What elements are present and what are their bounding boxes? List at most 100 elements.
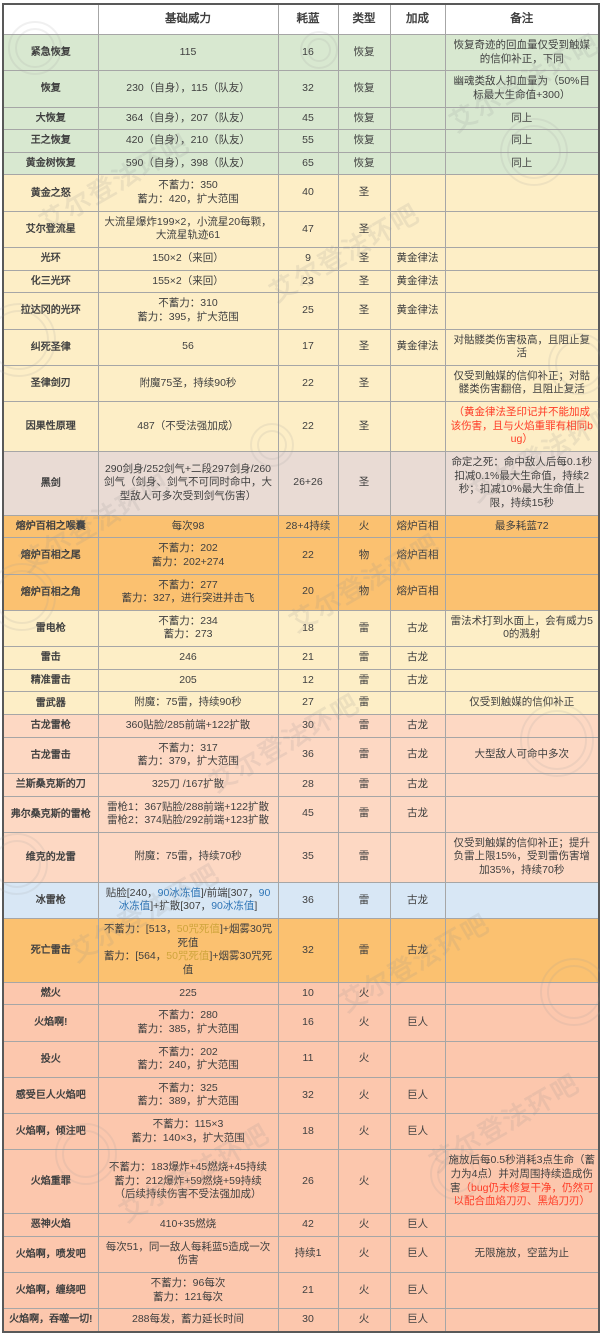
scaling-cell: 黄金律法 [389, 269, 446, 294]
note-cell [444, 881, 600, 920]
scaling-cell [389, 981, 446, 1006]
type-cell: 雷 [337, 609, 391, 648]
base-power-cell: 230（自身），115（队友） [97, 70, 279, 108]
header-row: 基础威力 耗蓝 类型 加成 备注 [2, 3, 600, 35]
type-cell: 恢复 [337, 151, 391, 176]
type-cell: 火 [337, 1271, 391, 1310]
scaling-cell [389, 70, 446, 108]
table-row: 拉达冈的光环 不蓄力：310 蓄力：395，扩大范围 25 圣黄金律法 [2, 292, 600, 330]
fp-cost-cell: 45 [277, 795, 339, 833]
table-row: 圣律剑刃 附魔75圣，持续90秒 22 圣 仅受到触媒的信仰补正；对骷髅类伤害翻倍，且阻… [2, 364, 600, 403]
fp-cost-cell: 11 [277, 1040, 339, 1078]
rich-text-segment: 施放后每0.5秒消耗3点生命（蓄力为4点）并对周围持续造成伤害 [448, 1154, 595, 1194]
scaling-cell: 古龙 [389, 772, 446, 797]
type-cell: 火 [337, 1235, 391, 1273]
table-row: 雷武器 附魔：75雷，持续90秒 27 雷 仅受到触媒的信仰补正 [2, 691, 600, 715]
base-power-cell: 雷枪1：367贴脸/288前端+122扩散 雷枪2：374贴脸/292前端+12… [97, 795, 279, 833]
scaling-cell [389, 210, 446, 248]
note-cell: 最多耗蓝72 [444, 514, 600, 539]
note-cell [444, 668, 600, 693]
rich-text-segment: 不蓄力：[513， [103, 923, 177, 936]
scaling-cell: 黄金律法 [389, 246, 446, 271]
base-power-cell: 590（自身），398（队友） [97, 151, 279, 176]
base-power-cell: 487（不受法强加成） [97, 401, 279, 453]
base-power-cell: 贴脸[240，90冰冻值]/前端[307，90冰冻值]+扩散[307，90冰冻值… [97, 881, 279, 920]
spell-name-cell: 光环 [2, 246, 99, 271]
fp-cost-cell: 25 [277, 292, 339, 330]
base-power-cell: 290剑身/252剑气+二段297剑身/260剑气（剑身、剑气不可同时命中，大型… [97, 451, 279, 516]
fp-cost-cell: 18 [277, 609, 339, 648]
fp-cost-cell: 36 [277, 881, 339, 920]
type-cell: 雷 [337, 918, 391, 983]
type-cell: 火 [337, 1113, 391, 1151]
base-power-cell: 大流星爆炸199×2，小流星20每颗，大流星轨迹61 [97, 210, 279, 248]
note-cell [444, 174, 600, 212]
type-cell: 雷 [337, 772, 391, 797]
spell-name-cell: 雷击 [2, 646, 99, 670]
spell-name-cell: 纠死圣律 [2, 328, 99, 366]
table-row: 火焰啊! 不蓄力：280 蓄力：385，扩大范围 16 火巨人 [2, 1004, 600, 1042]
fp-cost-cell: 28 [277, 772, 339, 797]
type-cell: 圣 [337, 364, 391, 403]
base-power-cell: 不蓄力：183爆炸+45燃烧+45持续 蓄力：212爆炸+59燃烧+59持续 （… [97, 1149, 279, 1214]
scaling-cell: 巨人 [389, 1308, 446, 1333]
table-row: 火焰啊，缠绕吧 不蓄力：96每次 蓄力：121每次 21 火巨人 [2, 1271, 600, 1310]
scaling-cell: 黄金律法 [389, 292, 446, 330]
note-cell [444, 918, 600, 983]
base-power-cell: 420（自身），210（队友） [97, 129, 279, 153]
fp-cost-cell: 32 [277, 1076, 339, 1115]
rich-text-segment: 90冰冻值 [118, 886, 271, 913]
rich-text-segment: 贴脸[240， [105, 886, 158, 899]
note-cell [444, 1076, 600, 1115]
note-cell [444, 246, 600, 271]
fp-cost-cell: 23 [277, 269, 339, 294]
fp-cost-cell: 22 [277, 364, 339, 403]
table-row: 感受巨人火焰吧 不蓄力：325 蓄力：389，扩大范围 32 火巨人 [2, 1076, 600, 1115]
scaling-cell: 古龙 [389, 646, 446, 670]
rich-text-segment: （黄金律法圣印记并不能加成该伤害，且与火焰重罪有相同bug） [450, 406, 593, 446]
note-cell: 对骷髅类伤害极高，且阻止复活 [444, 328, 600, 366]
type-cell: 圣 [337, 174, 391, 212]
spell-name-cell: 熔炉百相之尾 [2, 537, 99, 575]
type-cell: 恢复 [337, 33, 391, 72]
scaling-cell [389, 174, 446, 212]
base-power-cell: 附魔：75雷，持续90秒 [97, 691, 279, 715]
note-cell [444, 795, 600, 833]
rich-text-segment: 50咒死值 [176, 923, 220, 936]
spell-name-cell: 熔炉百相之角 [2, 573, 99, 611]
spell-name-cell: 大恢复 [2, 106, 99, 131]
scaling-cell: 巨人 [389, 1271, 446, 1310]
spell-name-cell: 兰斯桑克斯的刀 [2, 772, 99, 797]
type-cell: 圣 [337, 269, 391, 294]
base-power-cell: 不蓄力：350 蓄力：420，扩大范围 [97, 174, 279, 212]
spell-name-cell: 紧急恢复 [2, 33, 99, 72]
column-header-scaling: 加成 [389, 3, 446, 35]
note-cell: 仅受到触媒的信仰补正 [444, 691, 600, 715]
column-header-name [2, 3, 99, 35]
scaling-cell: 古龙 [389, 609, 446, 648]
table-row: 火焰啊，倾注吧 不蓄力：115×3 蓄力：140×3，扩大范围 18 火巨人 [2, 1113, 600, 1151]
base-power-cell: 不蓄力：115×3 蓄力：140×3，扩大范围 [97, 1113, 279, 1151]
scaling-cell: 巨人 [389, 1113, 446, 1151]
note-cell [444, 292, 600, 330]
fp-cost-cell: 28+4持续 [277, 514, 339, 539]
table-row: 恢复 230（自身），115（队友） 32 恢复 幽魂类敌人扣血量为（50%目标最大生命… [2, 70, 600, 108]
table-row: 古龙雷枪 360贴脸/285前端+122扩散 30 雷古龙 [2, 714, 600, 738]
base-power-cell: 288每发，蓄力延长时间 [97, 1308, 279, 1333]
scaling-cell [389, 151, 446, 176]
fp-cost-cell: 47 [277, 210, 339, 248]
base-power-cell: 不蓄力：310 蓄力：395，扩大范围 [97, 292, 279, 330]
rich-text-segment: 90冰冻值 [157, 886, 201, 899]
type-cell: 圣 [337, 451, 391, 516]
type-cell: 恢复 [337, 106, 391, 131]
note-cell [444, 714, 600, 738]
note-cell [444, 646, 600, 670]
fp-cost-cell: 36 [277, 736, 339, 774]
table-row: 维克的龙雷 附魔：75雷，持续70秒 35 雷 仅受到触媒的信仰补正；提升负雷上限15%… [2, 831, 600, 883]
type-cell: 火 [337, 1212, 391, 1237]
scaling-cell [389, 364, 446, 403]
base-power-cell: 每次51，同一敌人每耗蓝5造成一次伤害 [97, 1235, 279, 1273]
table-row: 燃火 225 10 火 [2, 981, 600, 1006]
base-power-cell: 不蓄力：317 蓄力：379，扩大范围 [97, 736, 279, 774]
table-row: 紧急恢复 115 16 恢复 恢复奇迹的回血量仅受到触媒的信仰补正，下同 [2, 33, 600, 72]
